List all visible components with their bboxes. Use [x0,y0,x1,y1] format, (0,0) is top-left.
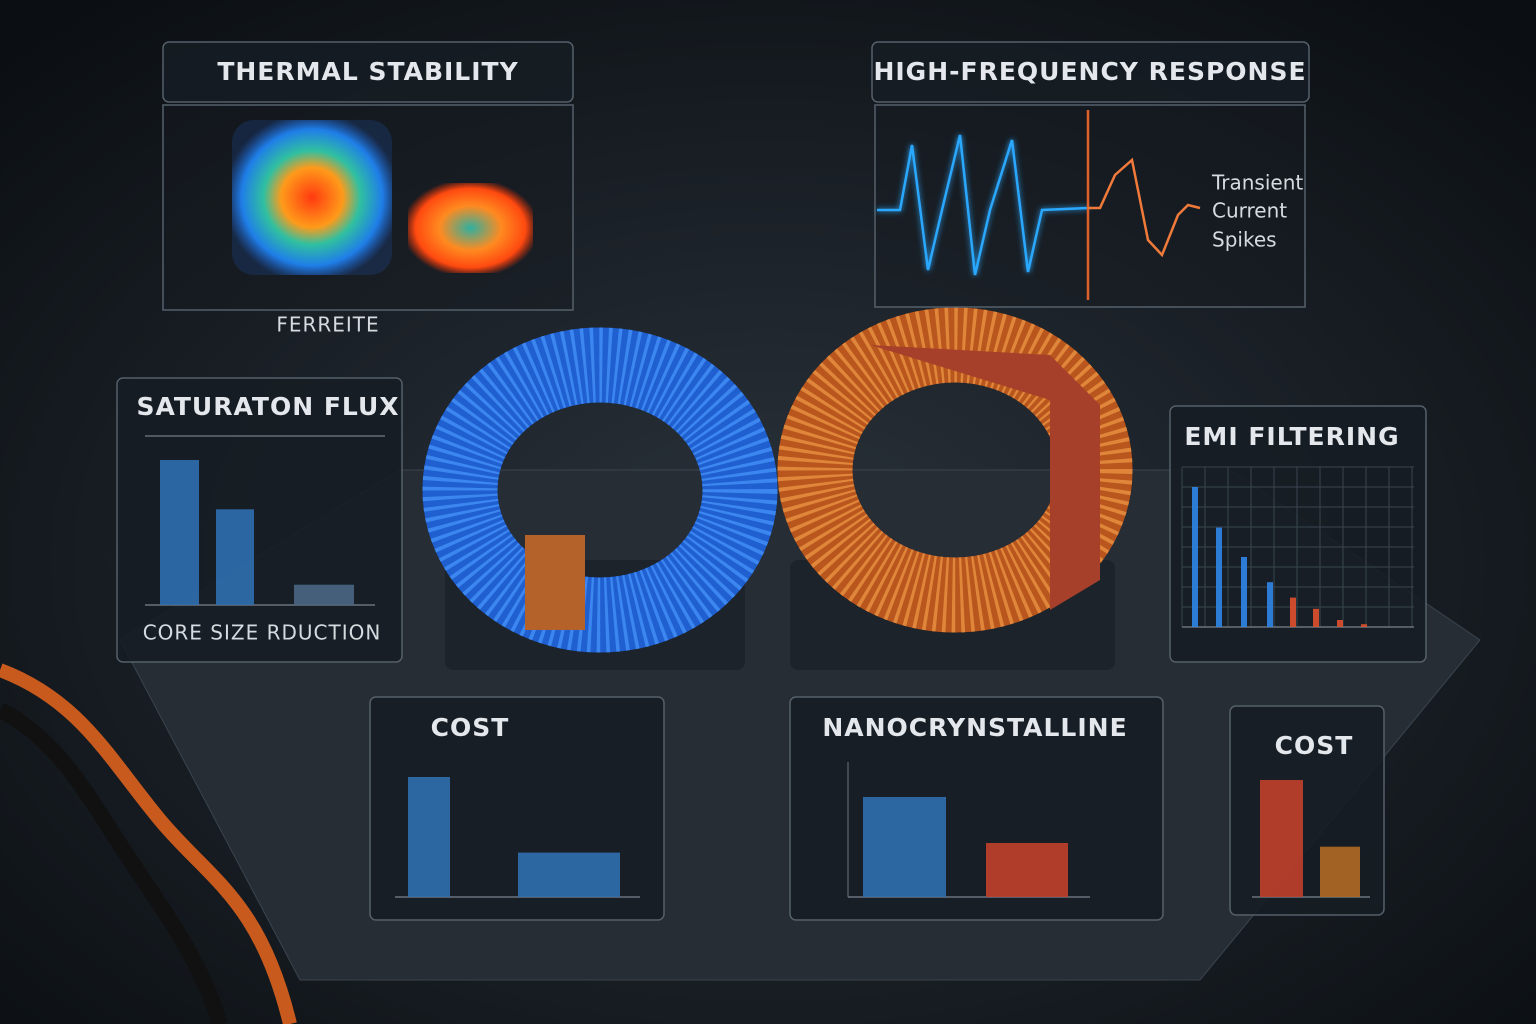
heatmap [408,183,533,273]
bar [986,843,1068,897]
bar [1267,582,1273,627]
bar [160,460,199,605]
bar [216,509,254,605]
bar [1192,487,1198,627]
panel-label: FERREITE [276,313,379,337]
bar [863,797,946,897]
bar [1313,608,1319,627]
panel-title: SATURATON FLUX [136,392,399,421]
annotation: Spikes [1212,228,1277,252]
cable [0,702,228,1024]
panel-title: THERMAL STABILITY [217,57,518,86]
nanocrystalline-coil [777,307,1133,670]
panel-header [162,41,574,103]
panel [874,104,1306,308]
bar [1241,557,1247,627]
bar [1337,620,1343,627]
waveform [877,110,1201,300]
panel-title: HIGH-FREQUENCY RESPONSE [873,57,1306,86]
bar [518,852,620,897]
ferrite-coil [422,327,778,670]
bar [408,777,450,897]
bar [1260,780,1303,897]
panel [1169,405,1427,663]
bar [1320,846,1360,897]
bar [1216,527,1222,627]
panel-title: EMI FILTERING [1184,422,1399,451]
panel-title: COST [1275,731,1354,760]
heatmap [232,120,392,275]
bar [1361,624,1367,627]
panel-label: CORE SIZE RDUCTION [143,621,382,645]
bar [294,584,354,605]
panel-header [871,41,1310,103]
panel-title: COST [431,713,510,742]
cable [0,663,297,1024]
annotation: Current [1212,199,1287,223]
annotation: Transient [1211,171,1303,195]
panel-title: NANOCRYNSTALLINE [822,713,1127,742]
bar [1290,597,1296,627]
